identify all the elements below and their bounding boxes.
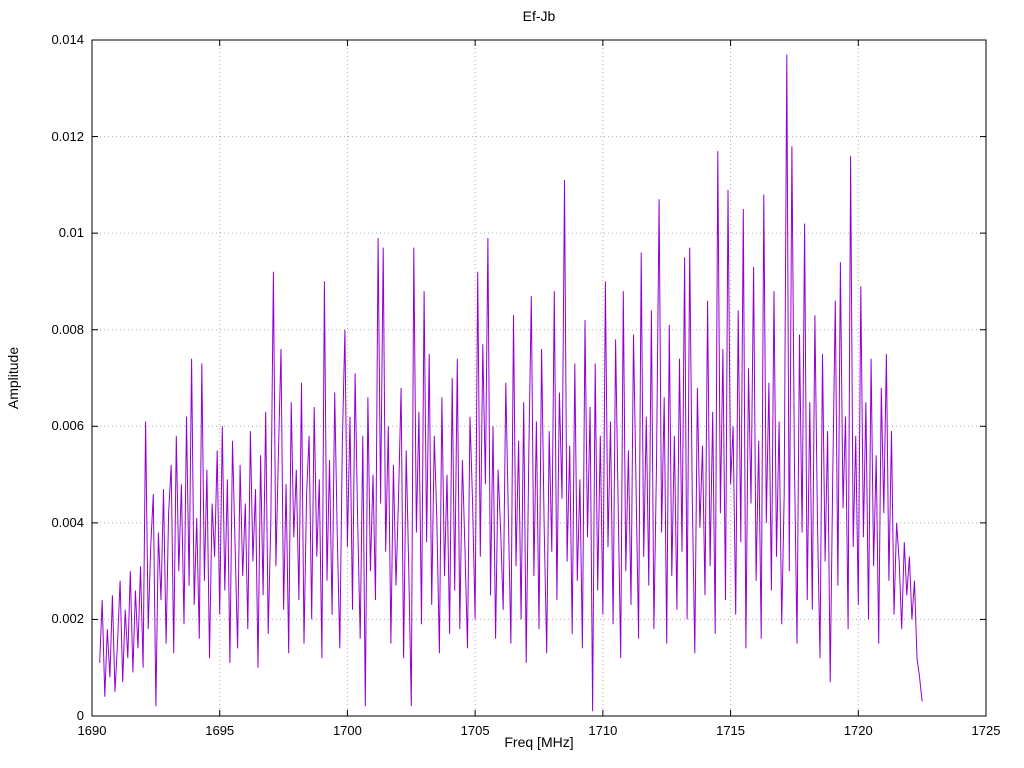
y-tick-label: 0 — [76, 708, 84, 723]
chart-title: Ef-Jb — [522, 8, 556, 24]
y-axis-label: Amplitude — [5, 346, 22, 410]
x-axis-label: Freq [MHz] — [504, 734, 574, 750]
y-tick-label: 0.012 — [51, 128, 84, 144]
data-series-line — [99, 54, 923, 712]
x-tick-label: 1720 — [843, 723, 873, 738]
y-axis-label-wrap: Amplitude — [0, 40, 26, 716]
y-tick-label: 0.008 — [51, 321, 84, 337]
y-tick-label: 0.004 — [51, 514, 84, 530]
x-tick-label: 1690 — [77, 723, 107, 738]
x-tick-label: 1700 — [332, 723, 362, 738]
y-tick-label: 0.01 — [58, 225, 84, 241]
x-tick-label: 1725 — [971, 723, 1001, 738]
y-tick-label: 0.006 — [51, 418, 84, 434]
x-tick-label: 1710 — [588, 723, 618, 738]
y-tick-label: 0.014 — [51, 32, 84, 47]
x-tick-label: 1705 — [460, 723, 490, 738]
plot-border — [91, 39, 987, 717]
x-tick-label: 1695 — [205, 723, 235, 738]
y-tick-label: 0.002 — [51, 611, 84, 627]
x-tick-label: 1715 — [716, 723, 746, 738]
